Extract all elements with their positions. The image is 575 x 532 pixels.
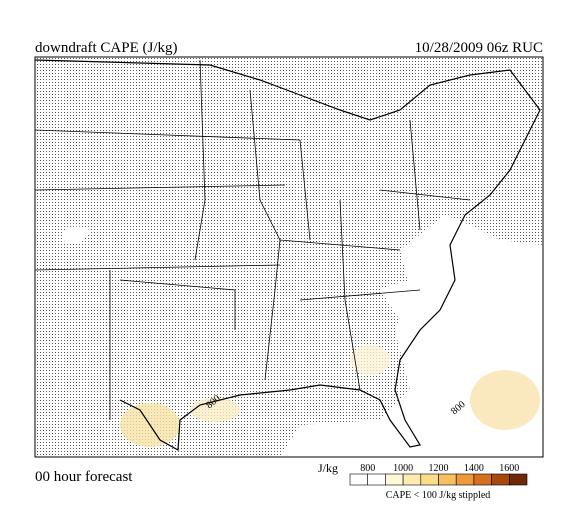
- coastline: [35, 59, 541, 451]
- colorbar-swatch: [349, 473, 369, 486]
- colorbar-tick-label: 800: [360, 463, 375, 474]
- unstippled-area: [62, 226, 90, 245]
- cape-shading: [470, 370, 540, 430]
- colorbar-swatch: [508, 473, 528, 486]
- colorbar-swatch: [402, 473, 422, 486]
- map-area: [35, 57, 543, 457]
- state-lines: [35, 59, 471, 420]
- forecast-label: 00 hour forecast: [35, 469, 133, 485]
- colorbar-swatch: [385, 473, 404, 486]
- colorbar-swatch: [491, 473, 510, 486]
- colorbar-swatch: [473, 473, 492, 486]
- map-title: downdraft CAPE (J/kg): [35, 40, 178, 56]
- colorbar-tick-label: 1200: [429, 463, 449, 474]
- colorbar-swatch: [420, 473, 439, 486]
- cape-shading: [350, 345, 390, 375]
- stipple-note: CAPE < 100 J/kg stippled: [386, 490, 491, 501]
- colorbar-swatch: [367, 473, 386, 486]
- map-frame: [34, 56, 544, 458]
- colorbar-units: J/kg: [318, 461, 338, 475]
- colorbar-swatch: [455, 473, 475, 486]
- run-info: 10/28/2009 06z RUC: [415, 40, 543, 56]
- colorbar-tick-label: 1000: [393, 463, 413, 474]
- colorbar-tick-label: 1600: [499, 463, 519, 474]
- colorbar-tick-label: 1400: [464, 463, 484, 474]
- colorbar: 800 1000 1200 1400 1600: [349, 463, 528, 486]
- colorbar-swatch: [438, 473, 457, 486]
